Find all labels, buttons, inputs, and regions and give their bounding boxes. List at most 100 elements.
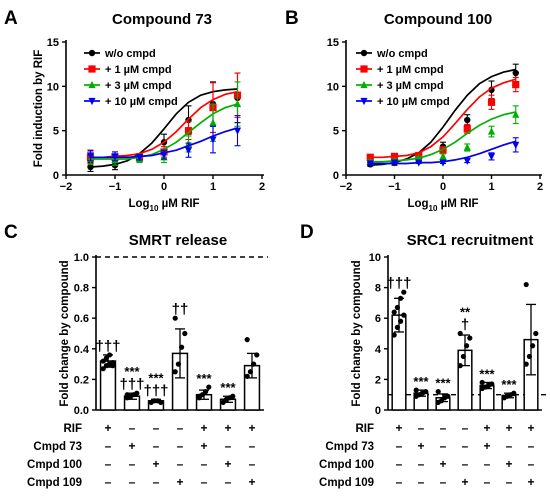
replicate-point — [206, 384, 212, 390]
significance-mark: *** — [220, 380, 236, 395]
y-tick-label: 10 — [369, 252, 381, 264]
replicate-point — [391, 309, 397, 315]
treatment-sign: – — [201, 457, 208, 471]
treatment-sign: – — [418, 475, 425, 489]
treatment-sign: + — [176, 475, 183, 489]
panel-d-title: SRC1 recruitment — [407, 232, 534, 249]
data-point-series-4 — [233, 127, 242, 135]
treatment-sign: + — [483, 439, 490, 453]
treatment-sign: – — [129, 475, 136, 489]
y-tick-label: 4 — [375, 344, 382, 356]
treatment-sign: – — [249, 439, 256, 453]
treatment-sign: – — [153, 421, 160, 435]
treatment-sign: – — [153, 439, 160, 453]
treatment-sign: – — [177, 439, 184, 453]
legend-marker — [360, 65, 368, 73]
y-tick-label: 2 — [375, 374, 381, 386]
treatment-sign: – — [528, 439, 535, 453]
treatment-sign: – — [418, 457, 425, 471]
x-tick-label: 2 — [259, 181, 265, 193]
replicate-point — [175, 361, 181, 367]
panel-letter-d: D — [300, 222, 314, 243]
treatment-row-label: Cmpd 100 — [27, 459, 82, 471]
replicate-point — [172, 369, 178, 375]
treatment-sign: + — [224, 421, 231, 435]
treatment-sign: – — [129, 457, 136, 471]
data-point-series-4 — [184, 147, 193, 155]
replicate-point — [158, 399, 164, 405]
legend-label: + 10 µM cmpd — [377, 96, 450, 108]
significance-mark: *** — [413, 374, 429, 389]
replicate-point — [460, 353, 466, 360]
legend-label: + 10 µM cmpd — [105, 96, 178, 108]
legend-label: w/o cmpd — [376, 48, 428, 60]
legend-label: + 1 µM cmpd — [377, 64, 444, 76]
replicate-point — [445, 393, 451, 399]
y-tick-label: 0.6 — [74, 313, 89, 325]
data-point-series-2 — [512, 80, 520, 89]
y-tick-label: 0 — [333, 170, 339, 182]
data-point-series-4 — [160, 151, 168, 159]
significance-mark: ††† — [95, 338, 120, 355]
replicate-point — [489, 381, 495, 387]
legend-label: + 1 µM cmpd — [105, 64, 172, 76]
significance-mark: ††† — [119, 376, 144, 393]
treatment-sign: – — [396, 439, 403, 453]
replicate-point — [398, 318, 404, 324]
y-tick-label: 10 — [327, 81, 339, 93]
replicate-point — [457, 330, 463, 337]
replicate-point — [134, 390, 140, 396]
treatment-sign: + — [417, 439, 424, 453]
treatment-sign: – — [396, 475, 403, 489]
significance-mark: ††† — [143, 382, 168, 399]
replicate-point — [457, 363, 463, 369]
y-tick-label: 0 — [53, 170, 59, 182]
treatment-sign: – — [225, 439, 232, 453]
panel-a-title: Compound 73 — [112, 11, 212, 28]
treatment-sign: – — [462, 457, 469, 471]
treatment-sign: + — [505, 421, 512, 435]
data-point-series-2 — [390, 152, 399, 160]
treatment-sign: + — [461, 475, 468, 489]
replicate-point — [413, 387, 419, 393]
treatment-sign: + — [200, 421, 207, 435]
replicate-point — [179, 344, 185, 350]
data-point-series-4 — [512, 141, 520, 149]
data-point-series-4 — [209, 136, 217, 144]
treatment-sign: – — [225, 475, 232, 489]
treatment-sign: – — [177, 421, 184, 435]
data-point-series-1 — [87, 163, 94, 171]
treatment-row-label: RIF — [63, 423, 82, 435]
data-point-series-3 — [439, 152, 447, 160]
replicate-point — [401, 312, 407, 318]
legend-marker — [88, 65, 96, 73]
significance-mark: †† — [172, 301, 189, 318]
x-axis-label: Log10 µM RIF — [407, 198, 478, 213]
legend-marker — [360, 97, 368, 106]
panel-b-line-chart: B Compound 100 −2 −1 0 1 2 0 5 10 15 Log10 µM RIF… — [285, 8, 543, 213]
treatment-sign: – — [440, 421, 447, 435]
treatment-sign: + — [224, 457, 231, 471]
treatment-sign: + — [200, 439, 207, 453]
data-point-series-4 — [366, 160, 374, 168]
data-point-series-4 — [463, 157, 471, 165]
replicate-point — [533, 330, 539, 337]
replicate-point — [511, 390, 517, 396]
y-axis-label: Fold change by compound — [59, 260, 71, 406]
treatment-sign: + — [128, 439, 135, 453]
data-point-series-3 — [209, 118, 217, 126]
data-point-series-2 — [366, 153, 374, 161]
treatment-sign: – — [462, 421, 469, 435]
data-point-series-1 — [512, 69, 519, 77]
replicate-point — [203, 389, 209, 395]
replicate-point — [196, 393, 202, 399]
y-tick-label: 15 — [327, 37, 339, 49]
data-point-series-4 — [439, 159, 447, 167]
panel-letter-b: B — [285, 8, 299, 29]
replicate-point — [423, 389, 429, 395]
treatment-row-label: Cmpd 109 — [27, 477, 82, 489]
y-tick-label: 5 — [53, 126, 59, 138]
treatment-sign: – — [418, 421, 425, 435]
legend-marker — [88, 80, 96, 89]
